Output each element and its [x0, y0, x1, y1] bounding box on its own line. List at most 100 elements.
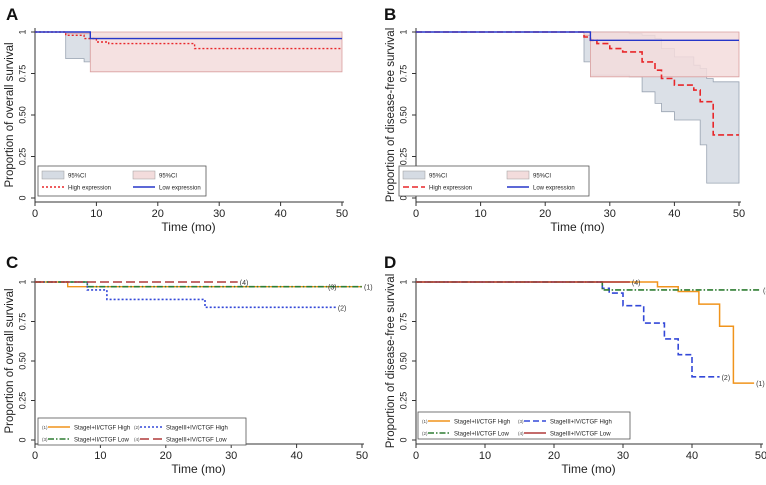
y-tick-label: 0.75: [398, 313, 408, 331]
x-tick-label: 30: [225, 450, 237, 462]
legend-label: StageIII+IV/CTGF High: [550, 420, 612, 426]
legend-label: High expression: [429, 186, 472, 192]
legend-label: 95%CI: [68, 174, 86, 180]
x-tick-label: 10: [94, 450, 106, 462]
series-end-label: (2): [722, 375, 731, 382]
x-axis-title: Time (mo): [171, 462, 225, 476]
series-end-label: (1): [756, 381, 765, 388]
y-tick-label: 1: [17, 29, 27, 34]
y-axis-title: Proportion of overall survival: [4, 42, 16, 187]
legend-label: High expression: [68, 186, 111, 192]
x-axis-title: Time (mo): [550, 220, 604, 234]
y-tick-label: 1: [398, 29, 408, 34]
legend: (1) StageI+II/CTGF High (3) StageIII+IV/CTG…: [417, 411, 631, 440]
y-tick-label: 0.25: [398, 148, 408, 166]
y-tick-label: 0.25: [398, 392, 408, 410]
y-tick-label: 0: [17, 437, 27, 442]
x-tick-label: 50: [755, 450, 766, 462]
legend: 95%CI 95%CI High expression Low expression: [37, 165, 207, 197]
legend-label: 95%CI: [159, 174, 177, 180]
x-axis-title: Time (mo): [561, 462, 615, 476]
legend: (1) StageI+II/CTGF High (2) StageIII+IV/CTG…: [37, 417, 247, 446]
series-line-1: [416, 281, 755, 384]
y-axis-title: Proportion of disease-free survival: [385, 28, 397, 203]
legend-number: (4): [518, 431, 524, 436]
legend-number: (3): [518, 419, 524, 424]
y-tick-label: 0.50: [17, 106, 27, 124]
legend-swatch: [132, 170, 156, 180]
y-tick-label: 0: [398, 437, 408, 442]
y-tick-label: 1: [17, 279, 27, 284]
y-tick-label: 0.75: [17, 65, 27, 83]
y-tick-label: 0.50: [398, 352, 408, 370]
legend-label: StageI+II/CTGF High: [454, 420, 510, 426]
y-tick-label: 0: [17, 195, 27, 200]
series-line-1: [35, 31, 342, 50]
legend-number: (4): [134, 437, 140, 442]
y-tick-label: 0: [398, 195, 408, 200]
x-tick-label: 0: [32, 208, 38, 220]
series-line-2: [416, 281, 720, 378]
x-axis-title: Time (mo): [161, 220, 215, 234]
x-tick-label: 20: [152, 208, 164, 220]
ci-band-2: [416, 31, 740, 78]
legend-number: (2): [134, 425, 140, 430]
panel-label: B: [384, 5, 396, 24]
series-line-3: [416, 281, 761, 291]
legend-swatch: [402, 170, 426, 180]
legend-number: (1): [422, 419, 428, 424]
x-tick-label: 20: [539, 208, 551, 220]
y-tick-label: 0.75: [398, 65, 408, 83]
legend-number: (2): [422, 431, 428, 436]
y-tick-label: 0.75: [17, 313, 27, 331]
y-axis-title: Proportion of overall survival: [4, 288, 16, 433]
x-tick-label: 50: [356, 450, 368, 462]
legend-label: StageIII+IV/CTGF High: [166, 426, 228, 432]
series-end-label: (2): [338, 305, 347, 312]
x-tick-label: 40: [274, 208, 286, 220]
legend-number: (3): [42, 437, 48, 442]
x-tick-label: 30: [213, 208, 225, 220]
y-tick-label: 0.50: [398, 106, 408, 124]
legend-box: [37, 417, 247, 446]
y-axis-title: Proportion of disease-free survival: [385, 274, 397, 449]
legend-swatch: [41, 170, 65, 180]
series-end-label: (4): [632, 280, 641, 287]
legend-label: StageI+II/CTGF High: [74, 426, 130, 432]
panel-label: A: [6, 5, 18, 24]
series-end-label: (3): [328, 285, 337, 292]
legend-label: Low expression: [159, 186, 201, 192]
x-tick-label: 50: [733, 208, 745, 220]
y-tick-label: 0.25: [17, 148, 27, 166]
legend-box: [398, 165, 590, 197]
y-tick-label: 1: [398, 279, 408, 284]
panel-label: D: [384, 253, 396, 272]
legend-box: [417, 411, 631, 440]
y-tick-label: 0.50: [17, 352, 27, 370]
legend-label: Low expression: [533, 186, 575, 192]
x-tick-label: 10: [90, 208, 102, 220]
series-line-2: [35, 31, 342, 40]
legend-label: StageIII+IV/CTGF Low: [166, 438, 227, 444]
panel-label: C: [6, 253, 18, 272]
x-tick-label: 40: [668, 208, 680, 220]
legend-label: StageI+II/CTGF Low: [454, 432, 510, 438]
series-end-label: (3): [763, 288, 766, 295]
legend-label: 95%CI: [429, 174, 447, 180]
y-tick-label: 0.25: [17, 392, 27, 410]
legend-label: 95%CI: [533, 174, 551, 180]
x-tick-label: 40: [290, 450, 302, 462]
x-tick-label: 10: [474, 208, 486, 220]
x-tick-label: 0: [413, 450, 419, 462]
legend: 95%CI 95%CI High expression Low expression: [398, 165, 590, 197]
series-end-label: (4): [240, 280, 249, 287]
series-line-2: [35, 281, 336, 309]
x-tick-label: 50: [336, 208, 348, 220]
x-tick-label: 30: [617, 450, 629, 462]
x-tick-label: 20: [548, 450, 560, 462]
x-tick-label: 30: [604, 208, 616, 220]
